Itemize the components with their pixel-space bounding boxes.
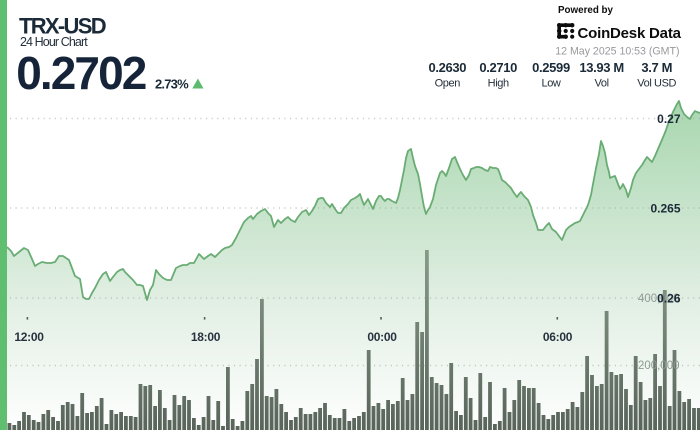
svg-text:0.265: 0.265 (650, 202, 680, 216)
svg-text:06:00: 06:00 (543, 330, 573, 344)
svg-text:High: High (488, 77, 509, 89)
svg-text:Low: Low (542, 77, 561, 89)
svg-text:13.93 M: 13.93 M (579, 60, 624, 75)
svg-text:0.26: 0.26 (657, 292, 681, 306)
svg-text:12:00: 12:00 (14, 330, 44, 344)
svg-text:400,000: 400,000 (638, 293, 680, 305)
svg-text:CoinDesk Data: CoinDesk Data (578, 25, 682, 42)
svg-text:Open: Open (435, 77, 461, 89)
svg-text:0.27: 0.27 (657, 112, 681, 126)
svg-text:0.2630: 0.2630 (428, 60, 466, 75)
svg-text:18:00: 18:00 (191, 330, 221, 344)
svg-text:24 Hour Chart: 24 Hour Chart (20, 35, 88, 49)
svg-text:Vol USD: Vol USD (637, 77, 676, 89)
svg-text:Powered by: Powered by (558, 5, 614, 16)
svg-text:Vol: Vol (595, 77, 609, 89)
svg-text:12 May 2025 10:53 (GMT): 12 May 2025 10:53 (GMT) (555, 46, 679, 58)
svg-text:0.2702: 0.2702 (16, 47, 146, 99)
svg-text:2.73%: 2.73% (155, 76, 189, 91)
svg-text:00:00: 00:00 (367, 330, 397, 344)
svg-text:TRX-USD: TRX-USD (19, 13, 106, 38)
svg-text:200,000: 200,000 (638, 360, 680, 372)
svg-text:3.7 M: 3.7 M (641, 60, 672, 75)
svg-text:0.2599: 0.2599 (532, 60, 570, 75)
svg-text:0.2710: 0.2710 (479, 60, 517, 75)
